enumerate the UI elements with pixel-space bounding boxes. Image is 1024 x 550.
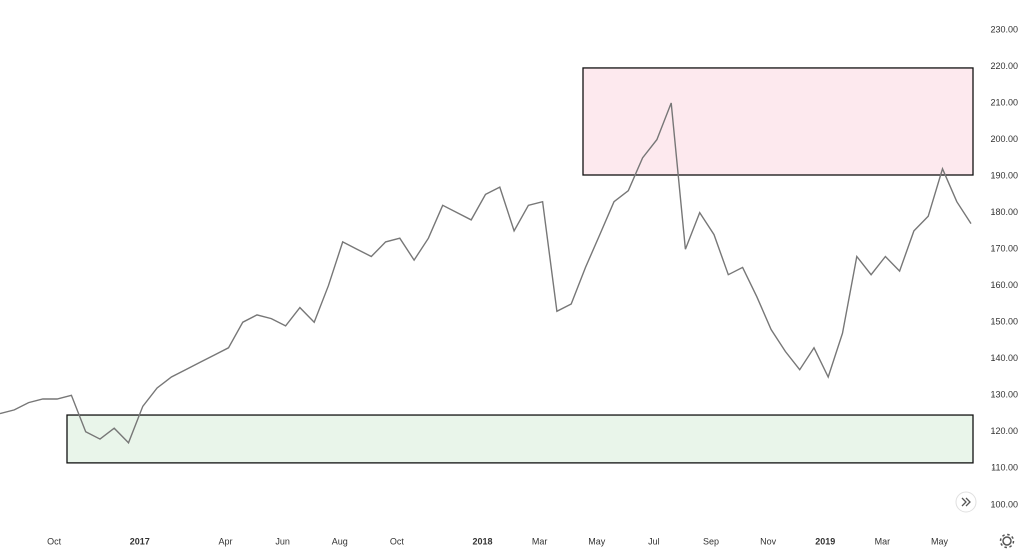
x-tick-label: Mar xyxy=(532,536,548,546)
x-tick-label: May xyxy=(931,536,949,546)
y-tick-label: 120.00 xyxy=(990,426,1018,436)
y-tick-label: 110.00 xyxy=(991,463,1018,473)
x-tick-label: Aug xyxy=(332,536,348,546)
y-tick-label: 160.00 xyxy=(990,280,1018,290)
y-tick-label: 200.00 xyxy=(990,134,1018,144)
x-tick-label: Apr xyxy=(218,536,232,546)
x-tick-label: Nov xyxy=(760,536,777,546)
y-tick-label: 130.00 xyxy=(990,390,1018,400)
settings-icon[interactable] xyxy=(999,533,1015,549)
y-tick-label: 150.00 xyxy=(990,317,1018,327)
y-tick-label: 170.00 xyxy=(990,244,1018,254)
x-tick-label: Oct xyxy=(390,536,405,546)
x-tick-label: 2019 xyxy=(815,536,835,546)
y-tick-label: 190.00 xyxy=(990,170,1018,180)
y-tick-label: 220.00 xyxy=(990,61,1018,71)
x-tick-label: Sep xyxy=(703,536,719,546)
y-tick-label: 140.00 xyxy=(990,353,1018,363)
x-tick-label: 2018 xyxy=(473,536,493,546)
x-tick-label: 2017 xyxy=(130,536,150,546)
x-tick-label: Jul xyxy=(648,536,660,546)
scroll-button[interactable] xyxy=(955,491,977,513)
y-tick-label: 100.00 xyxy=(990,499,1018,509)
x-tick-label: Jun xyxy=(275,536,290,546)
y-tick-label: 210.00 xyxy=(990,97,1018,107)
x-tick-label: May xyxy=(588,536,606,546)
zone xyxy=(582,67,974,176)
price-line xyxy=(0,102,972,445)
x-tick-label: Oct xyxy=(47,536,62,546)
x-tick-label: Mar xyxy=(875,536,891,546)
zone xyxy=(66,414,974,464)
y-tick-label: 180.00 xyxy=(990,207,1018,217)
y-tick-label: 230.00 xyxy=(990,24,1018,34)
